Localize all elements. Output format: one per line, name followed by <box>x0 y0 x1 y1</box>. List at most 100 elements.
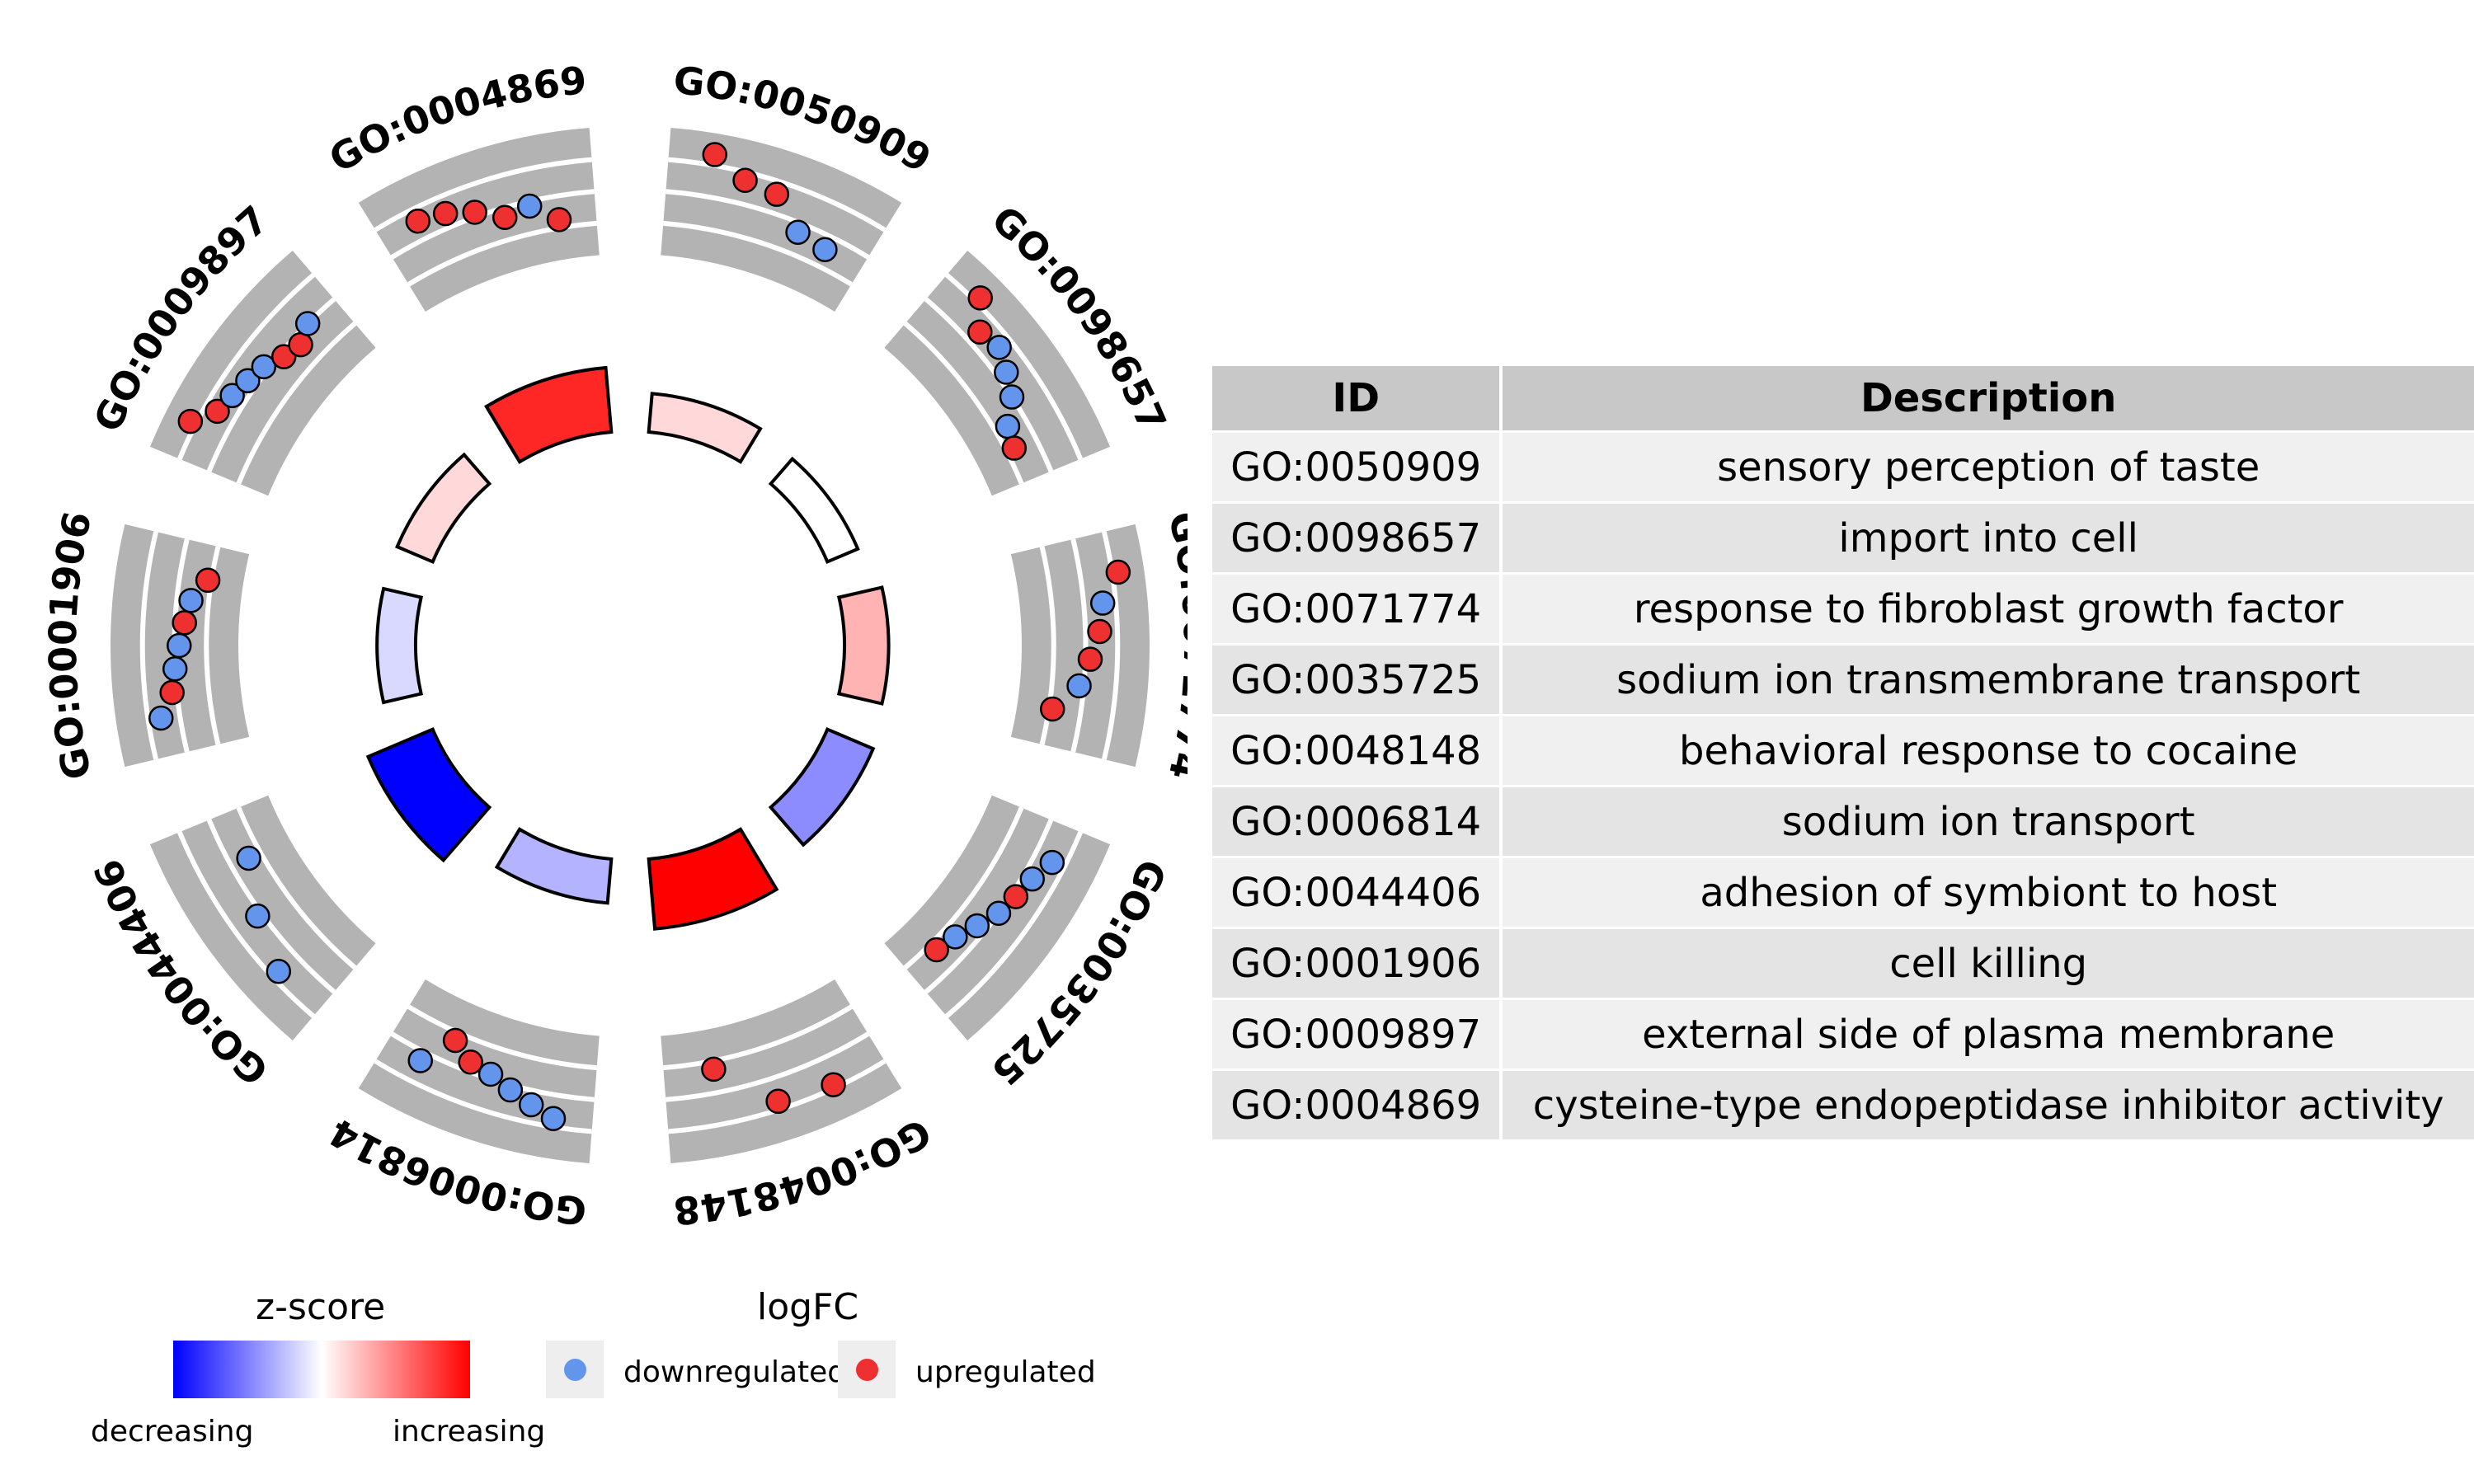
downregulated-key <box>546 1341 604 1398</box>
upregulated-gene-point <box>172 610 197 636</box>
track-gridline <box>407 220 597 287</box>
table-row: GO:0044406 adhesion of symbiont to host <box>1212 857 2474 929</box>
track-gridline <box>139 531 159 760</box>
downregulated-gene-point <box>985 900 1012 927</box>
term-description-cell: cell killing <box>1501 928 2474 1000</box>
downregulated-gene-point <box>251 354 277 380</box>
track-gridline <box>236 806 357 970</box>
downregulated-gene-point <box>1039 849 1065 876</box>
track-gridline <box>374 1059 592 1134</box>
downregulated-dot <box>564 1359 586 1381</box>
downregulated-gene-point <box>999 384 1025 410</box>
zscore-bar <box>647 827 779 931</box>
upregulated-gene-point <box>701 1056 727 1082</box>
go-term-table: ID Description GO:0050909 sensory percept… <box>1212 366 2474 1142</box>
term-label-text: GO:0001906 <box>40 508 101 784</box>
zscore-bar <box>395 452 492 565</box>
zscore-bar <box>836 585 891 706</box>
upregulated-gene-point <box>765 1088 791 1115</box>
table-row: GO:0098657 import into cell <box>1212 502 2474 575</box>
table-row: GO:0048148 behavioral response to cocaine <box>1212 715 2474 787</box>
term-description-cell: cysteine-type endopeptidase inhibitor ac… <box>1501 1069 2474 1142</box>
upregulated-gene-point <box>702 142 728 167</box>
term-id-cell: GO:0006814 <box>1212 786 1503 858</box>
track-gridline <box>374 157 592 232</box>
upregulated-gene-point <box>967 285 993 311</box>
zscore-bar <box>375 586 424 705</box>
term-description-cell: behavioral response to cocaine <box>1501 715 2474 787</box>
term-id-cell: GO:0071774 <box>1212 573 1503 646</box>
go-circle-plot: GO:0050909GO:0098657GO:0071774GO:0035725… <box>40 58 1188 1233</box>
upregulated-gene-point <box>1077 646 1103 672</box>
zscore-high-label: increasing <box>393 1415 546 1449</box>
upregulated-gene-point <box>821 1072 846 1097</box>
upregulated-gene-point <box>1001 435 1028 461</box>
table-row: GO:0009897 external side of plasma membra… <box>1212 998 2474 1071</box>
track-gridline <box>666 189 870 260</box>
term-id-cell: GO:0004869 <box>1212 1069 1503 1142</box>
downregulated-gene-point <box>943 924 968 950</box>
table-row: GO:0006814 sodium ion transport <box>1212 786 2474 858</box>
logfc-track <box>661 979 902 1164</box>
downregulated-gene-point <box>994 359 1019 385</box>
upregulated-dot <box>856 1359 878 1381</box>
track-gridline <box>666 1031 870 1102</box>
downregulated-gene-point <box>964 913 990 939</box>
upregulated-gene-point <box>270 344 297 369</box>
downregulated-gene-point <box>1066 673 1092 699</box>
downregulated-gene-point <box>178 588 204 613</box>
upregulated-gene-point <box>205 398 230 425</box>
term-description-cell: sodium ion transmembrane transport <box>1501 644 2474 716</box>
zscore-bar <box>647 392 763 464</box>
term-id-cell: GO:0098657 <box>1212 502 1503 575</box>
logfc-track <box>661 127 902 312</box>
upregulated-gene-point <box>177 408 204 434</box>
zscore-bar <box>768 726 876 848</box>
upregulated-gene-point <box>1105 559 1131 585</box>
upregulated-label: upregulated <box>915 1355 1096 1389</box>
track-gridline <box>1070 538 1089 753</box>
track-gridline <box>1039 546 1056 745</box>
upregulated-gene-point <box>1087 618 1112 645</box>
upregulated-gene-point <box>1003 884 1029 909</box>
term-id-cell: GO:0009897 <box>1212 998 1503 1071</box>
term-description-cell: external side of plasma membrane <box>1501 998 2474 1071</box>
downregulated-gene-point <box>995 413 1021 439</box>
table-row: GO:0004869 cysteine-type endopeptidase in… <box>1212 1069 2474 1142</box>
term-id-cell: GO:0035725 <box>1212 644 1503 716</box>
term-id-cell: GO:0048148 <box>1212 715 1503 787</box>
table-row: GO:0071774 response to fibroblast growth … <box>1212 573 2474 646</box>
track-gridline <box>903 806 1024 970</box>
track-gridline <box>663 1004 853 1071</box>
track-gridline <box>176 831 315 1018</box>
upregulated-gene-point <box>967 319 993 345</box>
track-gridline <box>176 273 315 460</box>
track-gridline <box>945 273 1084 460</box>
downregulated-gene-point <box>219 383 245 409</box>
downregulated-gene-point <box>497 1077 524 1103</box>
upregulated-gene-point <box>1039 696 1065 722</box>
upregulated-gene-point <box>732 167 758 194</box>
downregulated-gene-point <box>245 903 270 929</box>
upregulated-gene-point <box>458 1050 483 1075</box>
table-header-row: ID Description <box>1212 366 2474 433</box>
zscore-bar <box>484 365 614 464</box>
track-gridline <box>668 157 887 232</box>
track-gridline <box>903 322 1024 485</box>
downregulated-gene-point <box>407 1048 434 1073</box>
downregulated-gene-point <box>540 1106 567 1132</box>
term-label: GO:0071774 <box>1160 508 1188 784</box>
term-label: GO:0001906 <box>40 508 101 784</box>
upregulated-gene-point <box>462 200 487 225</box>
zscore-legend-title: z-score <box>256 1286 386 1328</box>
upregulated-gene-point <box>546 207 572 232</box>
downregulated-gene-point <box>266 958 292 984</box>
term-description-cell: response to fibroblast growth factor <box>1501 573 2474 646</box>
term-description-cell: sensory perception of taste <box>1501 431 2474 504</box>
upregulated-key <box>838 1341 896 1398</box>
downregulated-gene-point <box>294 311 321 336</box>
description-column-header: Description <box>1501 366 2474 433</box>
zscore-bar <box>768 456 860 565</box>
downregulated-gene-point <box>1089 590 1116 616</box>
downregulated-gene-point <box>812 237 838 263</box>
